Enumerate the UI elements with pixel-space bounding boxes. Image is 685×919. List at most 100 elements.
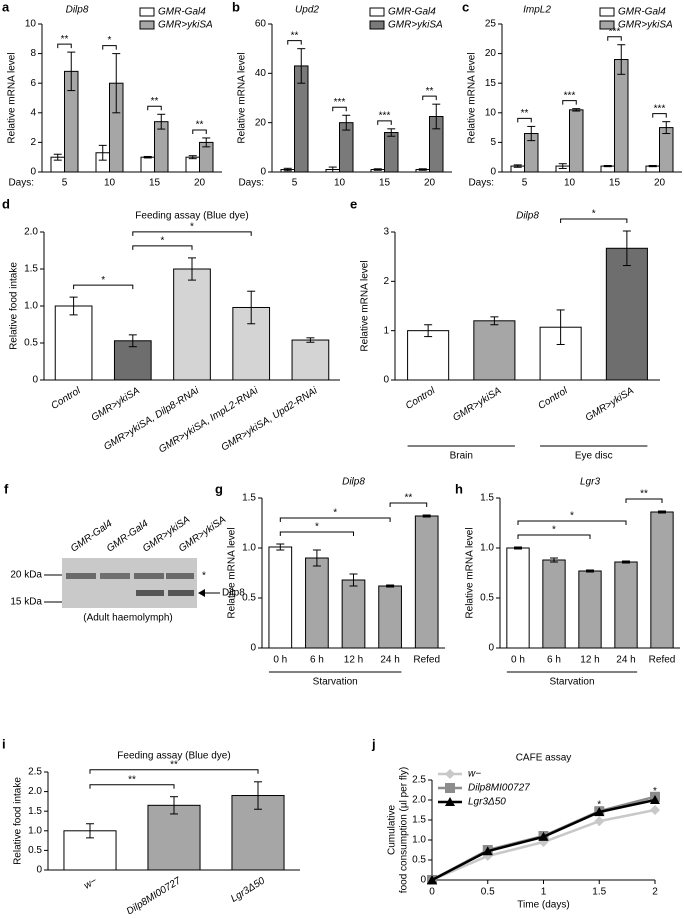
marker — [427, 875, 437, 884]
bar — [506, 547, 530, 649]
error-bar — [558, 163, 567, 169]
blot-membrane — [62, 558, 197, 608]
y-tick-label: 5 — [490, 137, 496, 148]
sig-bracket — [517, 117, 532, 123]
error-bar — [387, 128, 396, 137]
x-tick-label: 15 — [149, 178, 161, 189]
y-tick-label: 1.0 — [480, 543, 494, 554]
y-tick-label: 2.0 — [412, 795, 426, 806]
y-axis-label: Relative mRNA level — [467, 52, 478, 143]
error-bar — [170, 796, 178, 815]
y-tick-label: 0 — [36, 865, 42, 876]
sig-bracket — [132, 231, 252, 236]
error-bar — [373, 168, 382, 171]
error-bar — [342, 114, 351, 131]
error-bar — [328, 166, 337, 173]
y-tick-label: 0 — [420, 875, 426, 886]
sig-label: ** — [521, 108, 529, 119]
y-tick-label: 60 — [255, 19, 267, 30]
error-bar — [98, 144, 107, 161]
y-tick-label: 4 — [30, 107, 36, 118]
y-axis-label: Relative mRNA level — [465, 527, 476, 618]
sig-label: *** — [654, 103, 666, 114]
error-bar — [556, 309, 565, 345]
chart-title: CAFE assay — [516, 753, 572, 764]
bar — [605, 247, 648, 381]
marker — [538, 831, 549, 841]
legend-swatch — [139, 7, 155, 17]
blot-caption: (Adult haemolymph) — [83, 613, 172, 624]
sig-bracket — [89, 784, 175, 789]
x-tick-label: GMR>ykiSA, Dilp8-RNAi — [102, 385, 202, 453]
error-bar — [202, 137, 211, 148]
y-tick-label: 0.5 — [24, 338, 38, 349]
x-tick-label: 15 — [609, 178, 621, 189]
x-axis-label: Time (days) — [517, 900, 569, 911]
x-tick-label: Control — [536, 385, 570, 412]
marker — [650, 805, 660, 815]
sig-bracket — [132, 245, 193, 250]
legend-label: GMR>ykiSA — [388, 20, 443, 31]
x-tick-label: Control — [49, 385, 83, 412]
band-label: Dilp8 — [222, 588, 245, 599]
x-tick-label: 20 — [424, 178, 436, 189]
sig-label: *** — [334, 97, 346, 108]
y-tick-label: 1.0 — [28, 825, 42, 836]
panel-letter: a — [2, 0, 10, 14]
marker — [445, 783, 455, 793]
y-tick-label: 1.5 — [24, 264, 38, 275]
x-tick-label: 1 — [541, 887, 547, 898]
bar — [614, 59, 629, 173]
sig-label: ** — [170, 759, 178, 770]
bar — [473, 320, 516, 381]
sig-bracket — [192, 129, 207, 134]
sig-label: * — [592, 209, 596, 220]
error-bar — [312, 549, 321, 567]
chart-title: Lgr3 — [580, 477, 600, 488]
sig-bracket — [287, 40, 302, 45]
x-tick-label: 10 — [104, 178, 116, 189]
error-bar — [418, 168, 427, 171]
blot-band — [168, 590, 194, 596]
legend-swatch — [139, 20, 155, 30]
y-tick-label: 0 — [250, 643, 256, 654]
error-bar — [112, 53, 121, 114]
x-tick-label: 20 — [194, 178, 206, 189]
error-bar — [648, 164, 657, 168]
sig-bracket — [607, 36, 622, 41]
error-bar — [306, 337, 315, 343]
bar — [542, 559, 566, 649]
blot-band — [166, 573, 194, 579]
sig-bracket — [422, 95, 437, 101]
annotation: * — [653, 786, 657, 797]
bar — [291, 339, 330, 381]
x-tick-label: 20 — [654, 178, 666, 189]
error-bar — [53, 153, 62, 161]
x-tick-label: GMR>ykiSA — [451, 385, 504, 424]
bar — [54, 305, 93, 381]
sig-label: ** — [128, 774, 136, 785]
bar — [185, 156, 200, 173]
y-tick-label: 0 — [383, 375, 389, 386]
y-tick-label: 2.5 — [28, 767, 42, 778]
error-bar — [247, 290, 256, 325]
blot-band — [100, 573, 130, 579]
x-tick-label: 10 — [564, 178, 576, 189]
sig-bracket — [73, 284, 134, 290]
x-tick-label: 12 h — [344, 655, 363, 666]
error-bar — [283, 167, 292, 172]
error-bar — [128, 334, 137, 348]
bar — [341, 579, 366, 649]
y-tick-label: 1 — [383, 325, 389, 336]
y-tick-label: 10 — [485, 107, 497, 118]
error-bar — [527, 125, 536, 142]
x-tick-label: w− — [82, 875, 99, 891]
x-tick-label: 0.5 — [481, 887, 495, 898]
error-bar — [276, 543, 285, 551]
sig-bracket — [279, 517, 391, 522]
sig-label: ** — [291, 30, 299, 41]
y-tick-label: 6 — [30, 78, 36, 89]
blot-band — [136, 590, 164, 596]
group-label: Brain — [450, 451, 473, 462]
marker-label: 20 kDa — [10, 570, 42, 581]
